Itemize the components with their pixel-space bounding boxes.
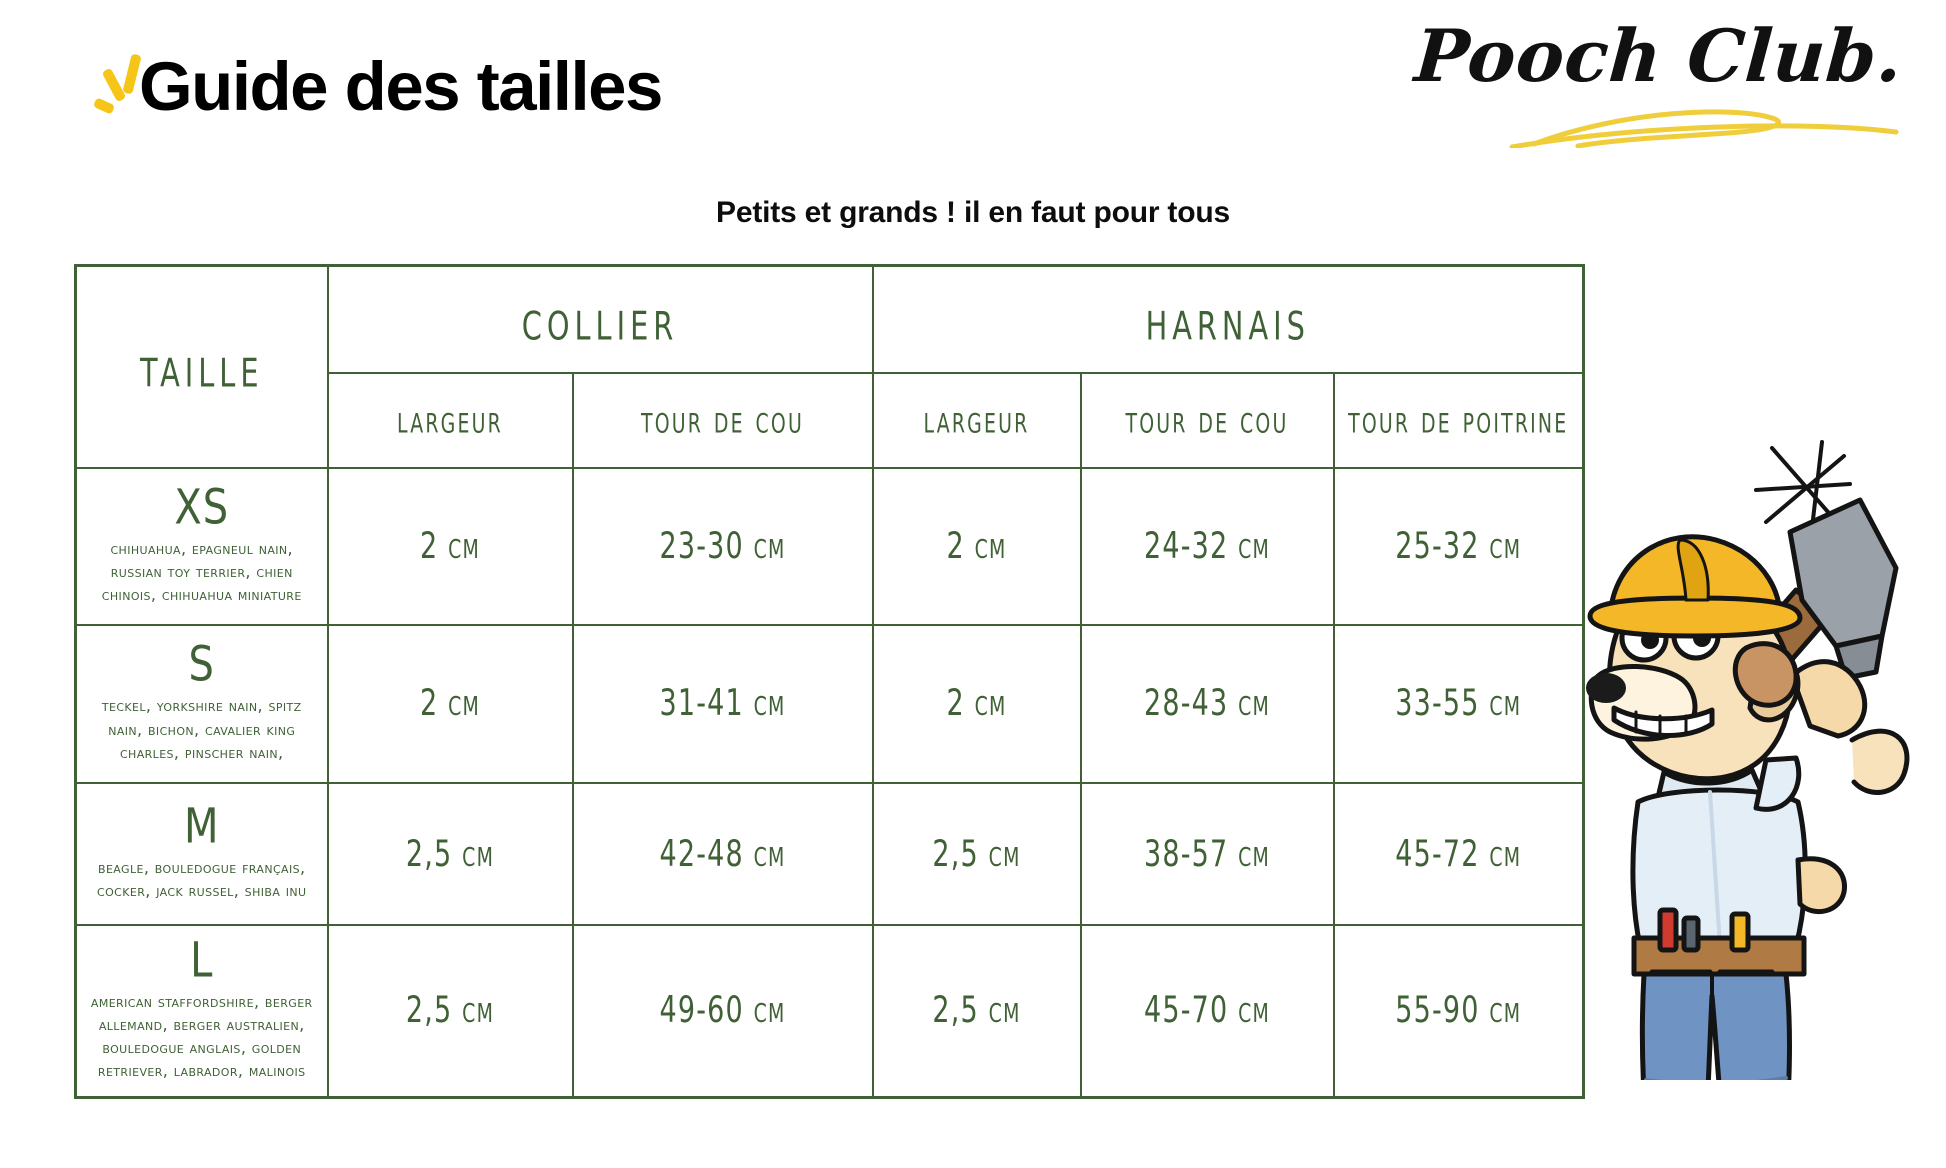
page-header: Guide des tailles Pooch Club. Petits et …	[0, 0, 1946, 229]
cell-collar-width: 2,5 cm	[326, 905, 574, 1118]
sparkle-icon	[92, 53, 147, 124]
size-cell: XS Chihuahua, Epagneul nain, Russian Toy…	[74, 466, 329, 627]
size-breeds: American Staffordshire, Berger allemand,…	[90, 991, 313, 1081]
cell-harness-neck: 45-70 cm	[1079, 905, 1335, 1118]
cell-collar-neck: 49-60 cm	[571, 905, 874, 1118]
size-letter: M	[183, 799, 220, 855]
table-row: L American Staffordshire, Berger alleman…	[74, 905, 1585, 1118]
page-subtitle: Petits et grands ! il en faut pour tous	[716, 196, 1230, 229]
size-letter: L	[190, 933, 214, 989]
size-cell: L American Staffordshire, Berger alleman…	[74, 924, 329, 1099]
size-breeds: Teckel, Yorkshire nain, Spitz nain, Bich…	[101, 696, 302, 762]
table-row: S Teckel, Yorkshire nain, Spitz nain, Bi…	[74, 606, 1585, 802]
brand-logo[interactable]: Pooch Club.	[1412, 13, 1916, 148]
title-group: Guide des tailles	[92, 48, 663, 125]
size-letter: XS	[174, 480, 230, 536]
size-guide-table-container: Taille Collier Harnais Largeur Tour de c…	[74, 242, 1585, 1118]
table-group-header-row: Taille Collier Harnais	[74, 242, 1585, 492]
page-title: Guide des tailles	[139, 48, 663, 125]
size-breeds: Beagle, Bouledogue français, Cocker, Jac…	[97, 857, 307, 901]
cell-harness-chest: 55-90 cm	[1332, 905, 1585, 1118]
size-cell: M Beagle, Bouledogue français, Cocker, J…	[74, 781, 329, 927]
brand-wordmark: Pooch Club.	[1411, 13, 1905, 98]
dog-builder-mascot	[1560, 440, 1940, 1080]
table-row: XS Chihuahua, Epagneul nain, Russian Toy…	[74, 449, 1585, 644]
cell-harness-width: 2,5 cm	[871, 905, 1082, 1118]
size-cell: S Teckel, Yorkshire nain, Spitz nain, Bi…	[74, 624, 329, 784]
size-breeds: Chihuahua, Epagneul nain, Russian Toy Te…	[101, 538, 302, 605]
table-row: M Beagle, Bouledogue français, Cocker, J…	[74, 766, 1585, 943]
size-letter: S	[188, 637, 215, 693]
size-guide-table: Taille Collier Harnais Largeur Tour de c…	[74, 242, 1585, 1118]
brand-underline-swash-icon	[1509, 109, 1899, 148]
header-taille: Taille	[74, 242, 329, 492]
